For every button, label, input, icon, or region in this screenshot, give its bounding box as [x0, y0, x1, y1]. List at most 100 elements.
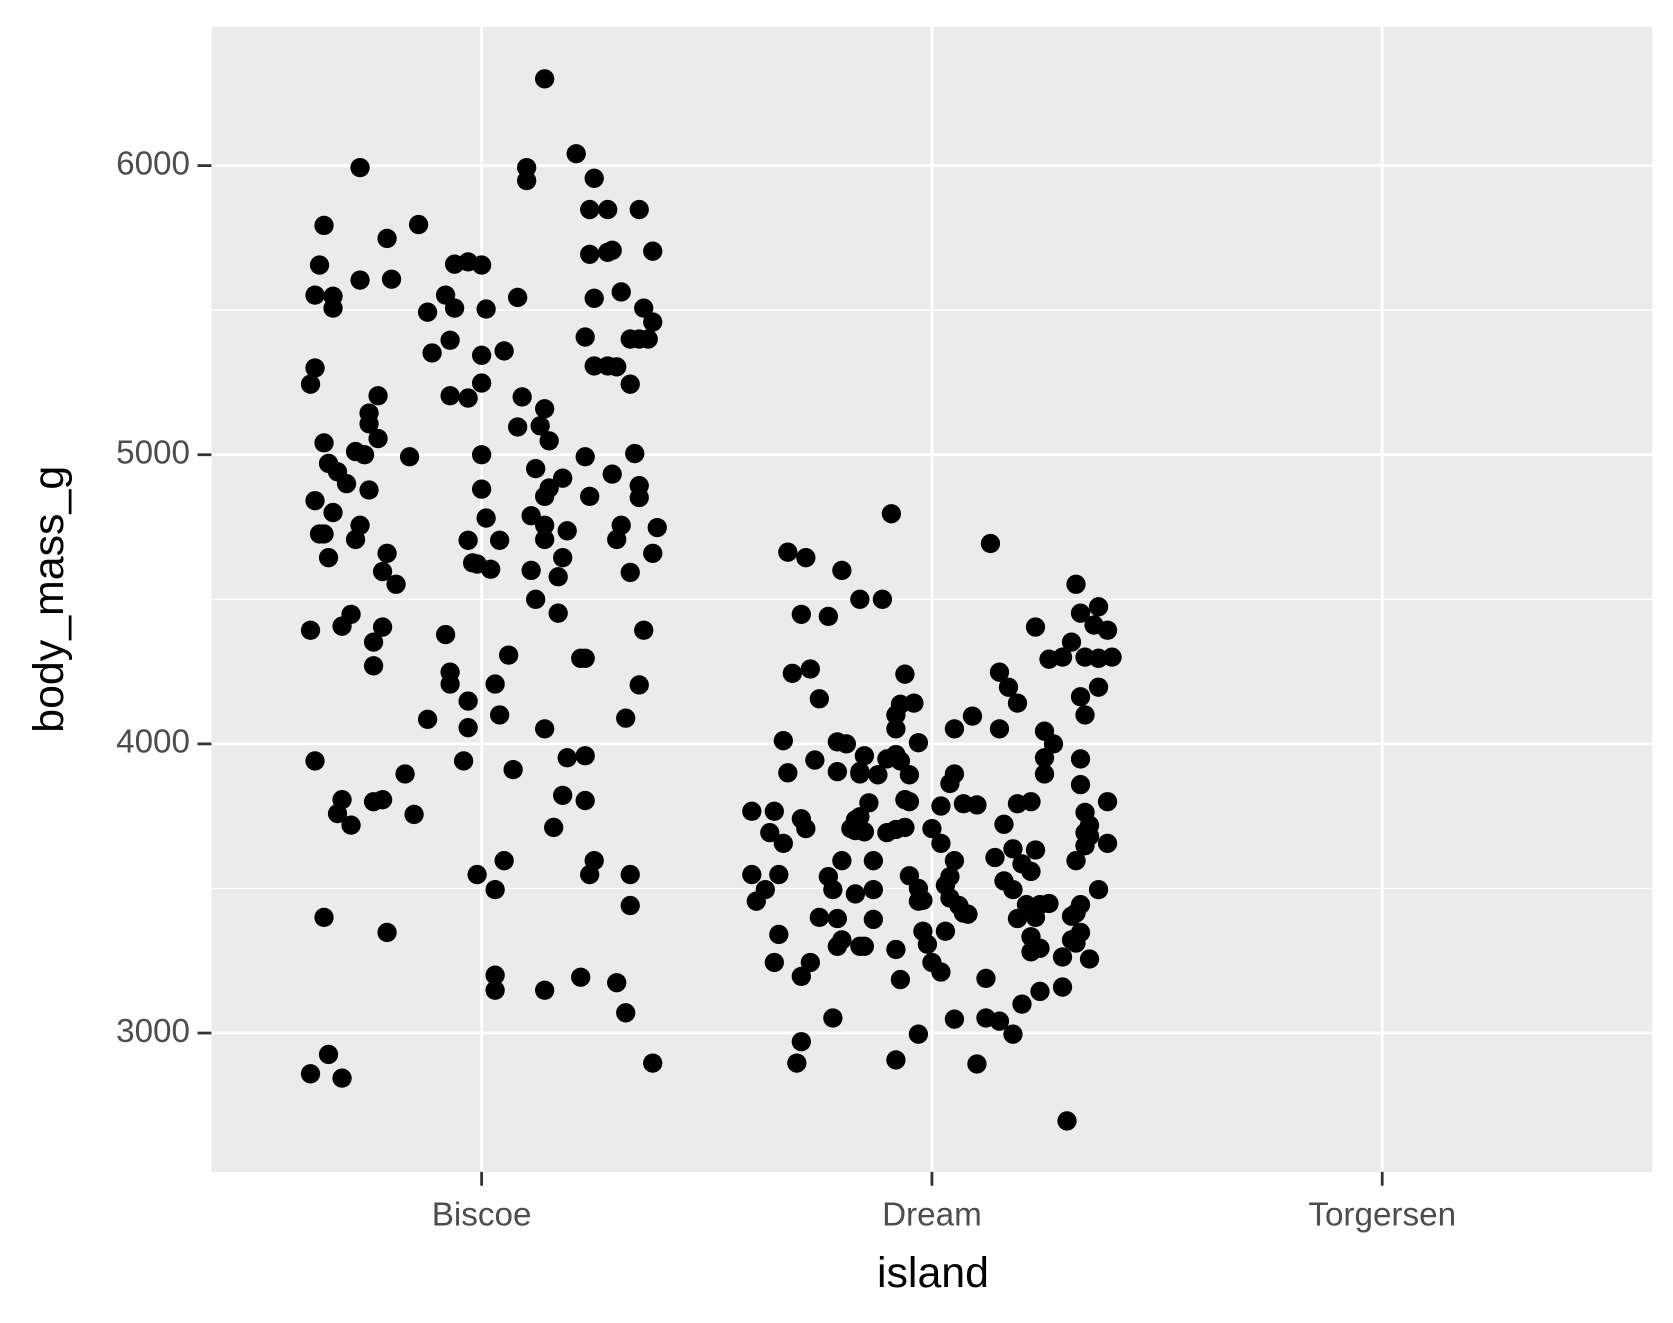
- point: [494, 341, 514, 361]
- point: [557, 521, 577, 541]
- point: [575, 327, 595, 347]
- point: [827, 908, 848, 929]
- y-tick-label: 5000: [116, 435, 190, 472]
- point: [800, 952, 820, 973]
- point: [620, 864, 640, 885]
- point: [476, 508, 496, 528]
- point: [791, 604, 811, 625]
- point: [580, 486, 600, 507]
- point: [895, 664, 915, 684]
- point: [832, 560, 852, 581]
- point: [764, 952, 784, 973]
- point: [742, 864, 762, 885]
- point: [994, 814, 1014, 834]
- point: [886, 705, 906, 725]
- point: [557, 748, 577, 768]
- point: [1012, 994, 1032, 1014]
- point: [345, 529, 366, 550]
- point: [616, 1003, 636, 1023]
- point: [548, 603, 568, 623]
- point: [566, 144, 586, 164]
- point: [323, 298, 343, 318]
- y-tick-label: 3000: [116, 1013, 190, 1050]
- x-axis-title: island: [877, 1249, 989, 1297]
- point: [1034, 764, 1055, 784]
- point: [1007, 908, 1028, 929]
- point: [368, 428, 388, 449]
- point: [444, 254, 465, 274]
- point: [778, 542, 798, 562]
- point: [535, 515, 555, 535]
- point: [854, 746, 875, 766]
- point: [643, 241, 663, 261]
- point: [985, 847, 1005, 868]
- point: [359, 414, 379, 434]
- point: [958, 904, 978, 924]
- point: [508, 287, 528, 308]
- point: [480, 559, 501, 579]
- point: [908, 1024, 929, 1044]
- point: [1016, 895, 1037, 915]
- point: [607, 973, 627, 993]
- point: [1021, 792, 1041, 812]
- point: [634, 298, 654, 318]
- point: [1088, 879, 1109, 900]
- point: [359, 480, 379, 500]
- point: [417, 302, 438, 322]
- point: [976, 968, 996, 989]
- point: [1003, 1024, 1023, 1044]
- point: [980, 533, 1001, 554]
- point: [620, 374, 640, 394]
- point: [498, 645, 519, 665]
- point: [535, 529, 555, 550]
- point: [571, 967, 591, 987]
- point: [872, 589, 893, 609]
- point: [300, 374, 321, 394]
- point: [863, 879, 884, 900]
- point: [575, 746, 595, 766]
- point: [620, 562, 640, 583]
- point: [318, 1044, 339, 1065]
- point: [598, 199, 618, 220]
- point: [575, 790, 595, 811]
- point: [503, 759, 523, 780]
- point: [535, 486, 555, 507]
- point: [1030, 981, 1050, 1002]
- point: [629, 487, 649, 508]
- point: [314, 433, 334, 453]
- point: [535, 719, 555, 739]
- point: [1097, 833, 1118, 854]
- point: [435, 624, 456, 645]
- point: [386, 574, 406, 594]
- point: [332, 1068, 352, 1088]
- point: [899, 792, 920, 812]
- point: [989, 1011, 1010, 1031]
- point: [782, 663, 802, 683]
- point: [471, 373, 492, 393]
- point: [485, 980, 505, 1000]
- point: [1025, 840, 1046, 860]
- y-axis-title: body_mass_g: [25, 466, 73, 733]
- point: [580, 864, 600, 885]
- point: [458, 691, 478, 711]
- point: [458, 718, 478, 738]
- point: [868, 765, 888, 785]
- point: [764, 801, 784, 821]
- point: [508, 417, 528, 437]
- point: [363, 656, 384, 676]
- point: [314, 907, 334, 928]
- point: [1079, 949, 1100, 969]
- point: [1052, 977, 1073, 997]
- point: [1097, 620, 1118, 640]
- point: [489, 705, 510, 725]
- point: [904, 693, 924, 713]
- point: [440, 674, 460, 694]
- point: [818, 606, 839, 627]
- point: [805, 750, 825, 770]
- point: [850, 764, 870, 784]
- point: [1070, 775, 1091, 795]
- point: [944, 1009, 965, 1029]
- point: [1088, 597, 1109, 617]
- point: [580, 199, 600, 220]
- point: [791, 1032, 811, 1052]
